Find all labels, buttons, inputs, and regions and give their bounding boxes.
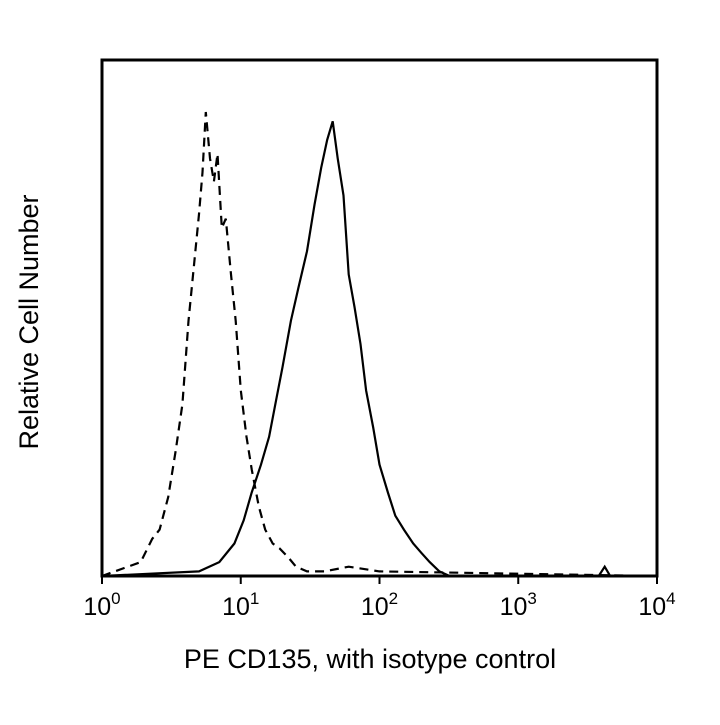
isotype-control-series-line bbox=[101, 111, 658, 578]
y-axis-label: Relative Cell Number bbox=[14, 194, 44, 449]
x-tick-label: 100 bbox=[83, 589, 120, 621]
plot-frame bbox=[100, 58, 659, 578]
x-tick-label: 101 bbox=[222, 589, 259, 621]
x-axis-label: PE CD135, with isotype control bbox=[184, 644, 556, 674]
x-tick-label: 104 bbox=[638, 589, 675, 621]
pe-cd135-series-line bbox=[101, 120, 657, 578]
series-layer bbox=[101, 111, 658, 578]
x-axis-ticks: 100 101 102 103 104 bbox=[83, 576, 676, 621]
x-tick-label: 103 bbox=[500, 589, 537, 621]
x-tick-label: 102 bbox=[361, 589, 398, 621]
